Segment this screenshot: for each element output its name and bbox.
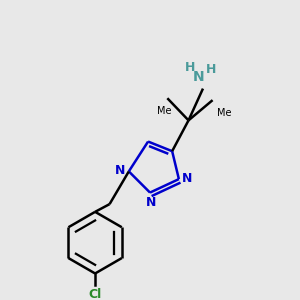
Text: H: H bbox=[185, 61, 196, 74]
Text: N: N bbox=[146, 196, 156, 209]
Text: N: N bbox=[182, 172, 193, 184]
Text: Cl: Cl bbox=[88, 288, 102, 300]
Text: N: N bbox=[192, 70, 204, 84]
Text: Me: Me bbox=[218, 108, 232, 118]
Text: H: H bbox=[206, 63, 216, 76]
Text: Me: Me bbox=[157, 106, 172, 116]
Text: N: N bbox=[115, 164, 125, 177]
